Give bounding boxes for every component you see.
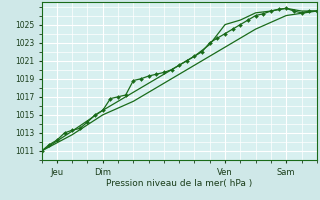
X-axis label: Pression niveau de la mer( hPa ): Pression niveau de la mer( hPa ) <box>106 179 252 188</box>
